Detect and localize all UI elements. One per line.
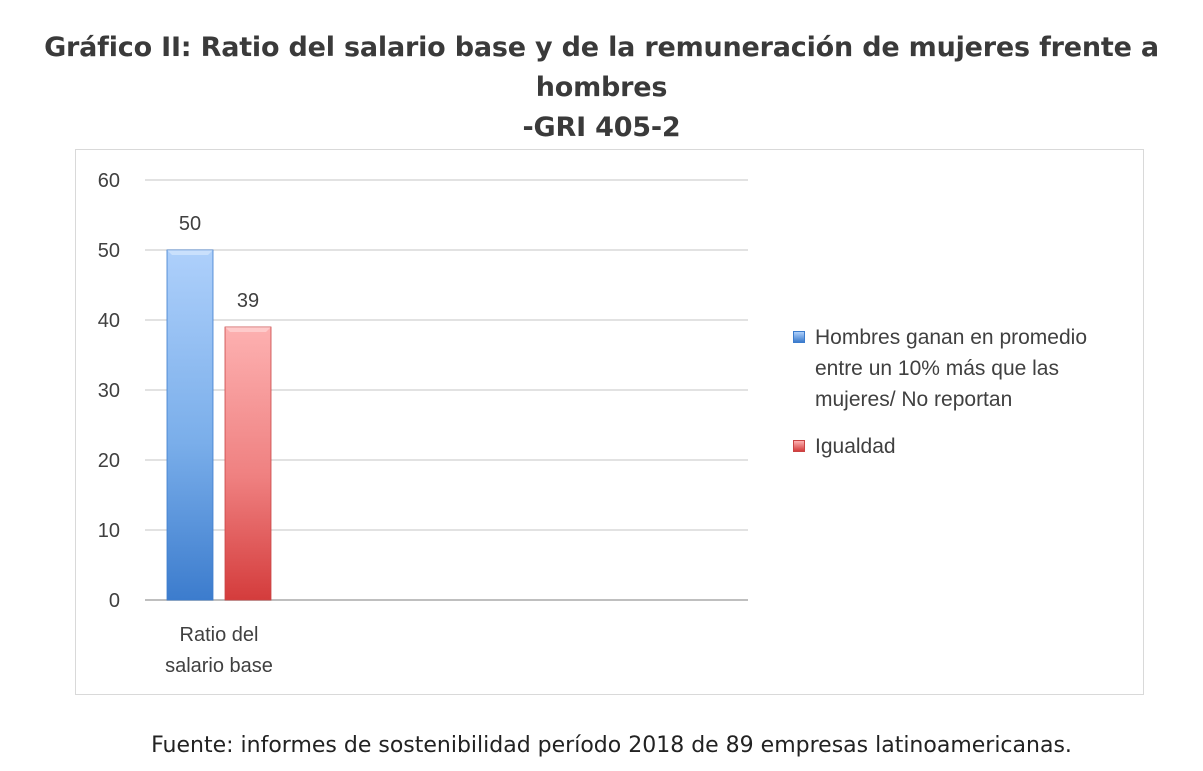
chart-title: Gráfico II: Ratio del salario base y de … (0, 28, 1203, 148)
source-note: Fuente: informes de sostenibilidad perío… (151, 733, 1072, 758)
data-labels: 50 39 (179, 213, 259, 312)
legend-label-line: entre un 10% más que las (815, 357, 1059, 380)
chart-title-line-2: -GRI 405-2 (522, 112, 681, 143)
y-tick-label: 60 (98, 170, 120, 192)
y-tick-label: 30 (98, 380, 120, 402)
legend-item: Igualdad (793, 431, 1133, 462)
legend-label-line: Hombres ganan en promedio (815, 326, 1087, 349)
legend-item: Hombres ganan en promedio entre un 10% má… (793, 322, 1133, 415)
bar-bevel (167, 250, 213, 255)
chart-title-line-1: Gráfico II: Ratio del salario base y de … (44, 32, 1159, 103)
bar-igualdad (224, 326, 272, 601)
legend-swatch (793, 331, 805, 343)
bars (166, 249, 272, 601)
y-tick-label: 20 (98, 450, 120, 472)
legend-swatch (793, 440, 805, 452)
y-tick-label: 50 (98, 240, 120, 262)
bar-hombres (166, 249, 214, 601)
data-label: 39 (237, 290, 259, 312)
legend-label-line: mujeres/ No reportan (815, 388, 1013, 411)
data-label: 50 (179, 213, 201, 235)
y-tick-label: 40 (98, 310, 120, 332)
y-tick-label: 10 (98, 520, 120, 542)
x-category-label: salario base (165, 655, 273, 677)
x-category-label: Ratio del (180, 624, 259, 646)
legend: Hombres ganan en promedio entre un 10% má… (793, 322, 1133, 478)
y-tick-label: 0 (109, 590, 120, 612)
legend-label-line: Igualdad (815, 435, 896, 458)
y-axis-ticks: 0 10 20 30 40 50 60 (98, 170, 120, 612)
x-axis-categories: Ratio del salario base (165, 624, 273, 677)
bar-bevel (225, 327, 271, 332)
